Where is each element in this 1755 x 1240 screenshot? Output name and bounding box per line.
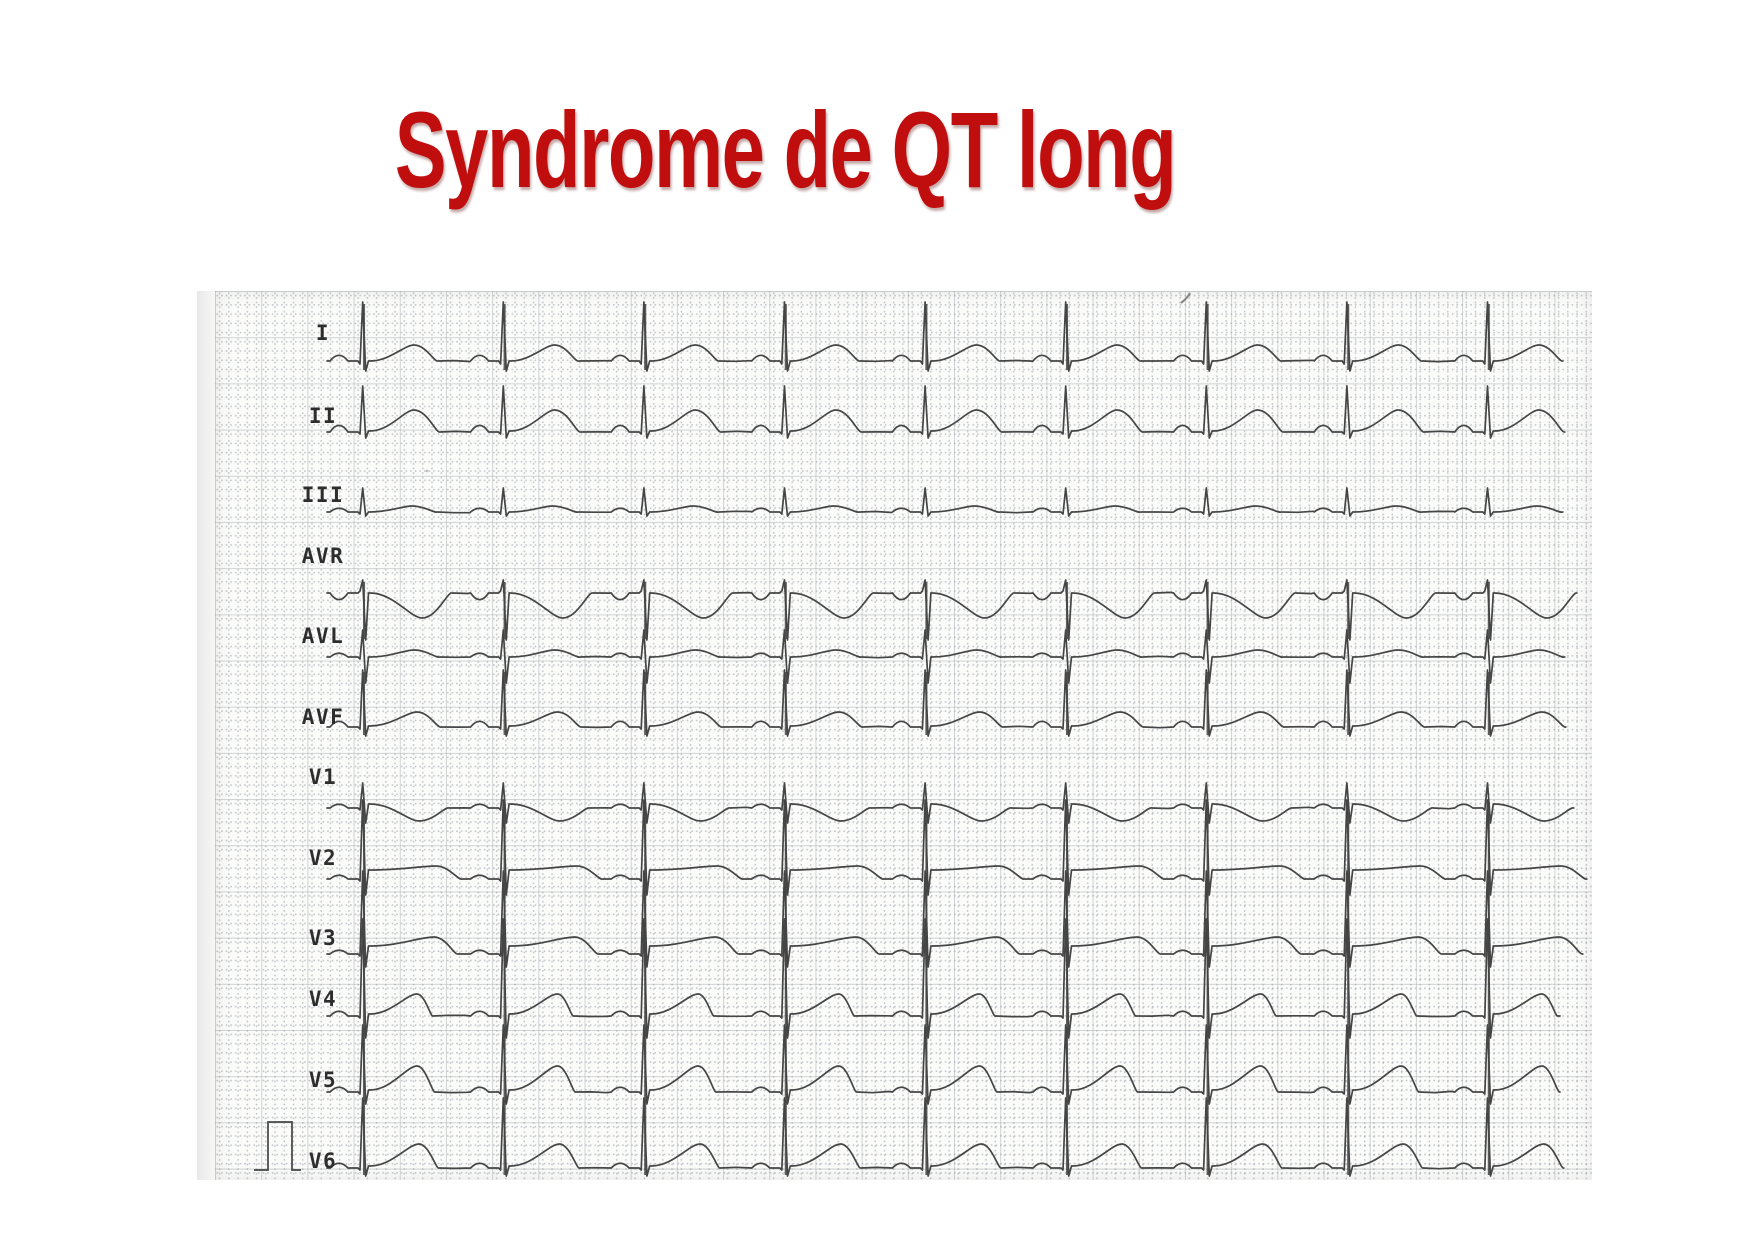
scan-edge-shade xyxy=(197,291,215,1180)
ecg-trace-V6 xyxy=(326,1097,1565,1177)
lead-label-I: I xyxy=(315,321,331,345)
ecg-trace-AVF xyxy=(326,669,1567,737)
ecg-paper: I II III AVR AVL AVF V1 V2 V3 V4 V5 V6 xyxy=(215,291,1592,1180)
lead-label-V5: V5 xyxy=(308,1068,338,1092)
lead-label-AVR: AVR xyxy=(301,544,345,568)
calibration-pulse xyxy=(254,1121,301,1171)
lead-label-V2: V2 xyxy=(308,846,338,870)
speck-mark xyxy=(425,469,429,473)
slide-title: Syndrome de QT long xyxy=(394,89,1177,210)
ecg-trace-V3 xyxy=(326,870,1584,968)
lead-label-AVL: AVL xyxy=(301,624,345,648)
lead-label-II: II xyxy=(308,404,338,428)
ecg-trace-V5 xyxy=(326,1024,1561,1105)
ecg-traces xyxy=(254,292,1588,1177)
lead-label-AVF: AVF xyxy=(301,705,345,729)
lead-label-V1: V1 xyxy=(308,765,338,789)
ecg-trace-I xyxy=(326,301,1564,372)
ecg-trace-II xyxy=(326,385,1566,439)
ecg-trace-V4 xyxy=(326,918,1561,1039)
lead-label-V6: V6 xyxy=(308,1149,338,1173)
ecg-trace-V2 xyxy=(326,799,1588,896)
lead-label-V4: V4 xyxy=(308,987,338,1011)
ecg-trace-III xyxy=(326,487,1564,517)
lead-label-V3: V3 xyxy=(308,926,338,950)
smudge-mark xyxy=(1180,292,1191,304)
ecg-trace-V1 xyxy=(326,782,1575,824)
lead-label-III: III xyxy=(301,483,345,507)
ecg-trace-AVR xyxy=(326,579,1578,641)
ecg-trace-AVL xyxy=(326,629,1566,684)
